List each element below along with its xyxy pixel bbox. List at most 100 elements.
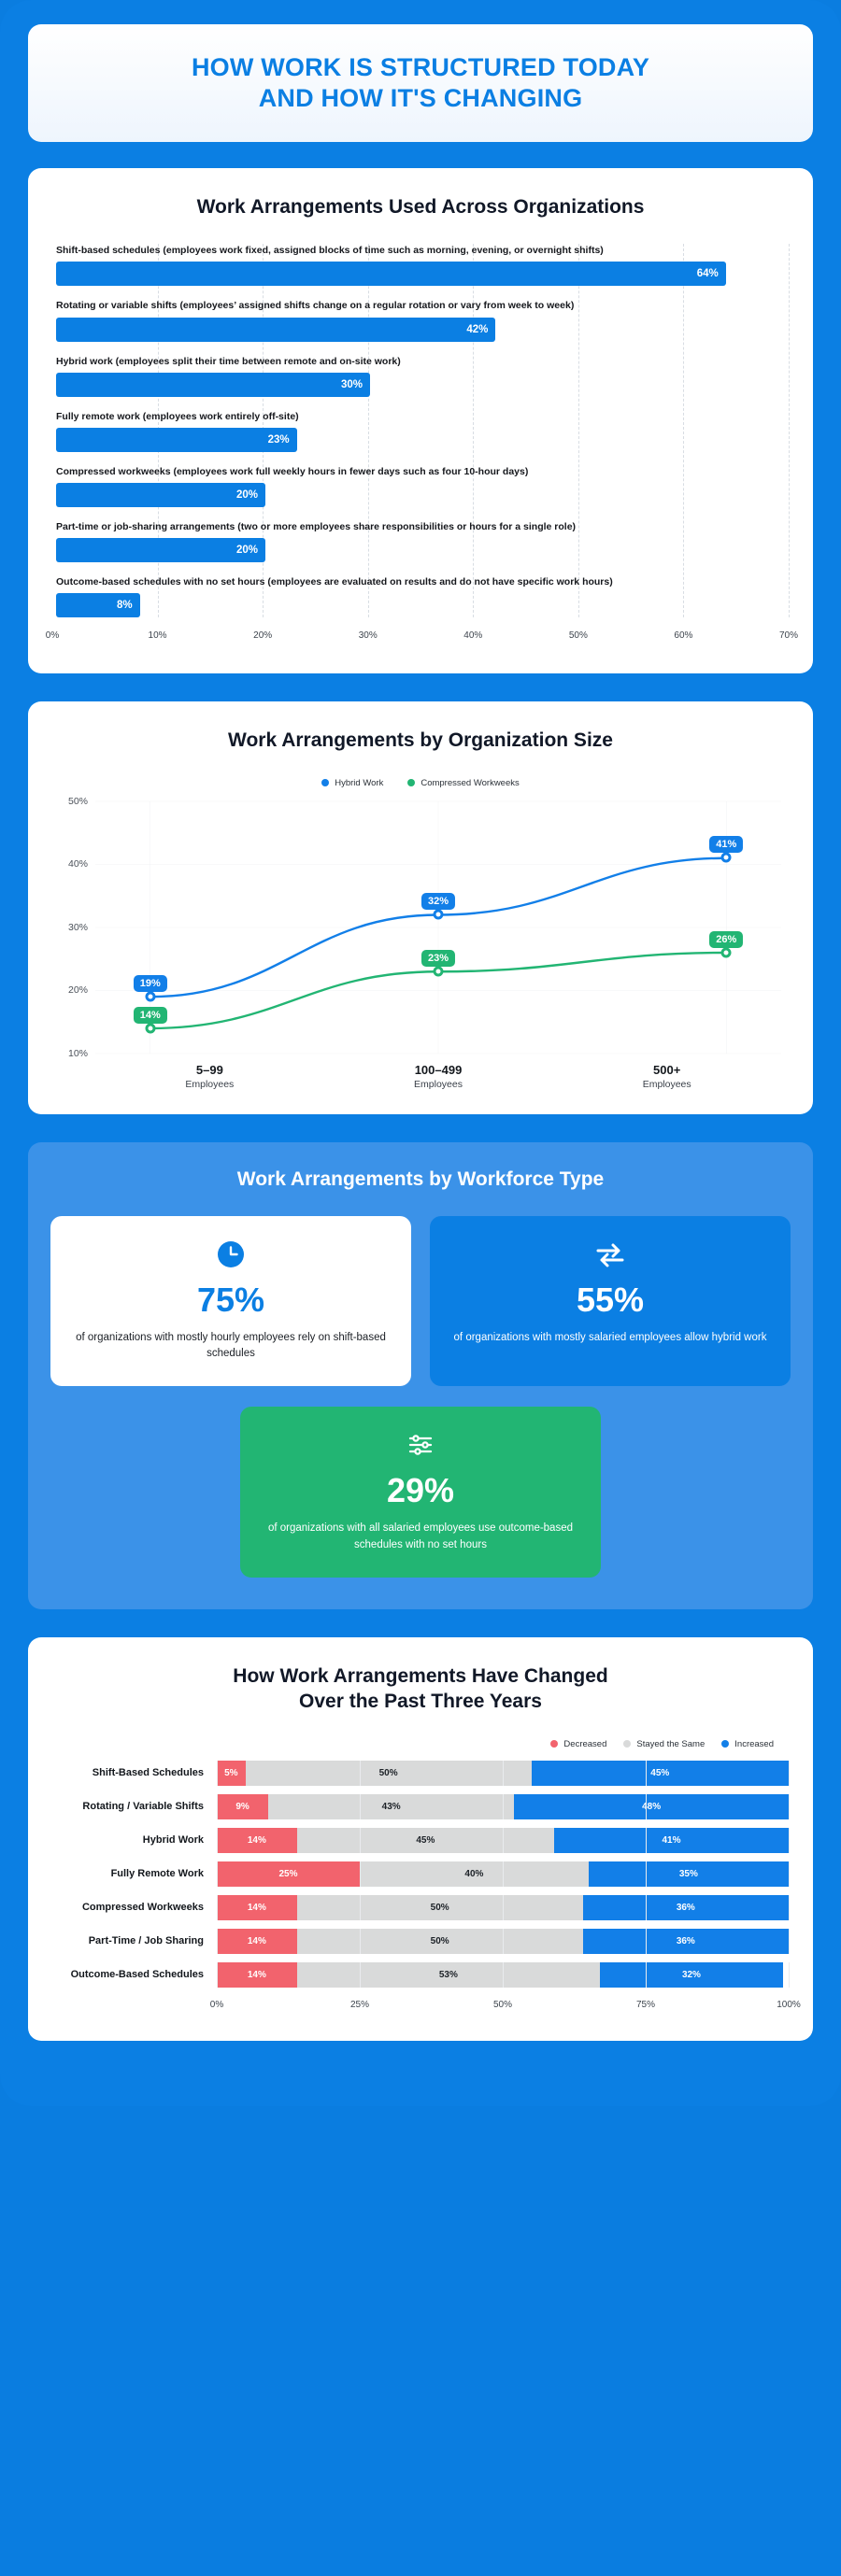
legend-label: Stayed the Same [636, 1738, 706, 1749]
stat-value: 55% [576, 1280, 645, 1319]
hbar-tick-label: 40% [463, 630, 483, 642]
line-y-tick-label: 10% [67, 1047, 88, 1059]
line-x-category-name: 500+ [653, 1062, 681, 1077]
legend-label: Compressed Workweeks [420, 777, 520, 788]
stacked-segment-dec: 14% [217, 1961, 297, 1988]
stacked-track: 25% 40% 35% [217, 1861, 790, 1887]
stacked-segment-same: 53% [296, 1961, 601, 1988]
stacked-axis-track: 0% 25% 50% 75% 100% [210, 1996, 801, 2017]
stat-value: 75% [196, 1280, 265, 1319]
gridline [789, 1793, 790, 1819]
stacked-row-label: Rotating / Variable Shifts [82, 1801, 204, 1813]
hbar-row: Compressed workweeks (employees work ful… [56, 465, 789, 508]
stacked-segment-dec: 9% [217, 1793, 269, 1819]
stacked-bar-row: Part-Time / Job Sharing 14% 50% 36% [52, 1928, 790, 1954]
hbar-x-axis: 0% 10% 20% 30% 40% 50% 60% 70% [46, 630, 798, 649]
stat-card-row-top: 75% of organizations with mostly hourly … [50, 1215, 791, 1387]
hbar-tick-label: 50% [568, 630, 588, 642]
hbar-row: Rotating or variable shifts (employees’ … [56, 299, 789, 342]
line-data-label: 14% [133, 1006, 167, 1024]
legend-color-dot [721, 1740, 730, 1748]
hbar-tick-label: 10% [148, 630, 167, 642]
hbar-track: 42% [56, 317, 789, 342]
stacked-segment-inc: 32% [600, 1961, 783, 1988]
hbar-category-label: Fully remote work (employees work entire… [56, 410, 299, 422]
gridline [789, 1760, 790, 1786]
line-y-tick-label: 50% [67, 795, 88, 807]
legend-label: Increased [734, 1738, 774, 1749]
gridline [789, 1861, 790, 1887]
hbar-fill: 8% [56, 593, 140, 618]
stacked-bar-row: Fully Remote Work 25% 40% 35% [52, 1861, 790, 1887]
hbar-fill: 42% [56, 317, 496, 342]
stacked-row-label: Compressed Workweeks [81, 1902, 204, 1914]
hbar-fill: 30% [56, 372, 370, 397]
stacked-tick-label: 75% [635, 1999, 656, 2010]
stat-description: of organizations with all salaried emplo… [267, 1522, 573, 1550]
line-y-tick-label: 30% [67, 921, 88, 933]
stacked-segment-inc: 35% [588, 1861, 789, 1887]
stacked-row-label: Part-Time / Job Sharing [88, 1935, 204, 1947]
hbar-row: Part-time or job-sharing arrangements (t… [56, 520, 789, 563]
axis-spacer [52, 1996, 217, 2017]
stat-card-salaried-outcome-based: 29% of organizations with all salaried e… [240, 1407, 601, 1578]
line-data-label: 19% [133, 974, 167, 992]
hbar-tick-label: 20% [253, 630, 273, 642]
line-x-category: 500+ Employees [552, 1063, 781, 1090]
hbar-row: Hybrid work (employees split their time … [56, 355, 789, 397]
header-card: HOW WORK IS STRUCTURED TODAY AND HOW IT'… [28, 24, 813, 142]
legend-color-dot [623, 1740, 632, 1748]
stacked-segment-dec: 14% [217, 1894, 297, 1920]
legend-item: Hybrid Work [321, 778, 383, 788]
stacked-segment-inc: 45% [531, 1760, 789, 1786]
stacked-segment-same: 50% [296, 1928, 583, 1954]
stacked-bar-row: Outcome-Based Schedules 14% 53% 32% [52, 1961, 790, 1988]
gridline [789, 244, 790, 618]
line-chart: 10% 20% 30% 40% 50% 19% 32% 41% 14% 23% 26% 5–99 Em… [52, 796, 789, 1090]
line-x-category: 5–99 Employees [95, 1063, 324, 1090]
line-x-category-sub: Employees [185, 1078, 235, 1090]
section-work-arrangements-used: Work Arrangements Used Across Organizati… [28, 167, 813, 674]
stacked-segment-same: 50% [296, 1894, 583, 1920]
legend-color-dot [407, 779, 416, 787]
page-title-line-2: AND HOW IT'S CHANGING [258, 83, 583, 112]
stacked-segment-dec: 14% [217, 1827, 297, 1853]
stat-description: of organizations with mostly salaried em… [453, 1331, 767, 1343]
stacked-row-label: Fully Remote Work [110, 1868, 204, 1880]
stat-card-hourly-shift-based: 75% of organizations with mostly hourly … [50, 1215, 411, 1387]
section4-title-line-1: How Work Arrangements Have Changed [233, 1664, 608, 1687]
stacked-tick-label: 0% [209, 1999, 224, 2010]
section4-title: How Work Arrangements Have Changed Over … [52, 1663, 789, 1715]
legend-label: Decreased [563, 1738, 607, 1749]
stacked-tick-label: 25% [349, 1999, 370, 2010]
line-data-point [145, 1023, 156, 1034]
gridline [789, 1928, 790, 1954]
stacked-segment-dec: 25% [217, 1861, 360, 1887]
stacked-segment-inc: 36% [582, 1894, 789, 1920]
sliders-icon [405, 1429, 436, 1461]
line-data-label: 26% [709, 930, 744, 948]
stacked-segment-dec: 14% [217, 1928, 297, 1954]
hbar-plot-area: Shift-based schedules (employees work fi… [52, 244, 790, 618]
hbar-track: 23% [56, 427, 789, 452]
hbar-rows: Shift-based schedules (employees work fi… [56, 244, 789, 618]
stacked-bar-rows: Shift-Based Schedules 5% 50% 45% Rotating / … [52, 1760, 790, 1988]
section-changes-past-three-years: How Work Arrangements Have Changed Over … [28, 1636, 813, 2041]
stacked-track: 14% 50% 36% [217, 1894, 790, 1920]
stacked-segment-same: 45% [296, 1827, 555, 1853]
hbar-row: Shift-based schedules (employees work fi… [56, 244, 789, 287]
line-chart-svg [95, 801, 781, 1054]
section-by-workforce-type: Work Arrangements by Workforce Type 75% … [28, 1141, 813, 1609]
stacked-segment-inc: 48% [514, 1793, 789, 1819]
stacked-bar-row: Compressed Workweeks 14% 50% 36% [52, 1894, 790, 1920]
hbar-fill: 20% [56, 538, 265, 563]
line-x-category: 100–499 Employees [324, 1063, 553, 1090]
hbar-tick-label: 70% [778, 630, 799, 642]
line-x-categories: 5–99 Employees 100–499 Employees 500+ Employe… [95, 1063, 781, 1090]
line-data-point [433, 966, 444, 977]
hbar-tick-label: 60% [674, 630, 693, 642]
page-title-line-1: HOW WORK IS STRUCTURED TODAY [191, 53, 650, 81]
legend-item: Stayed the Same [623, 1739, 705, 1749]
stacked-segment-inc: 36% [582, 1928, 789, 1954]
stacked-segment-inc: 41% [554, 1827, 789, 1853]
